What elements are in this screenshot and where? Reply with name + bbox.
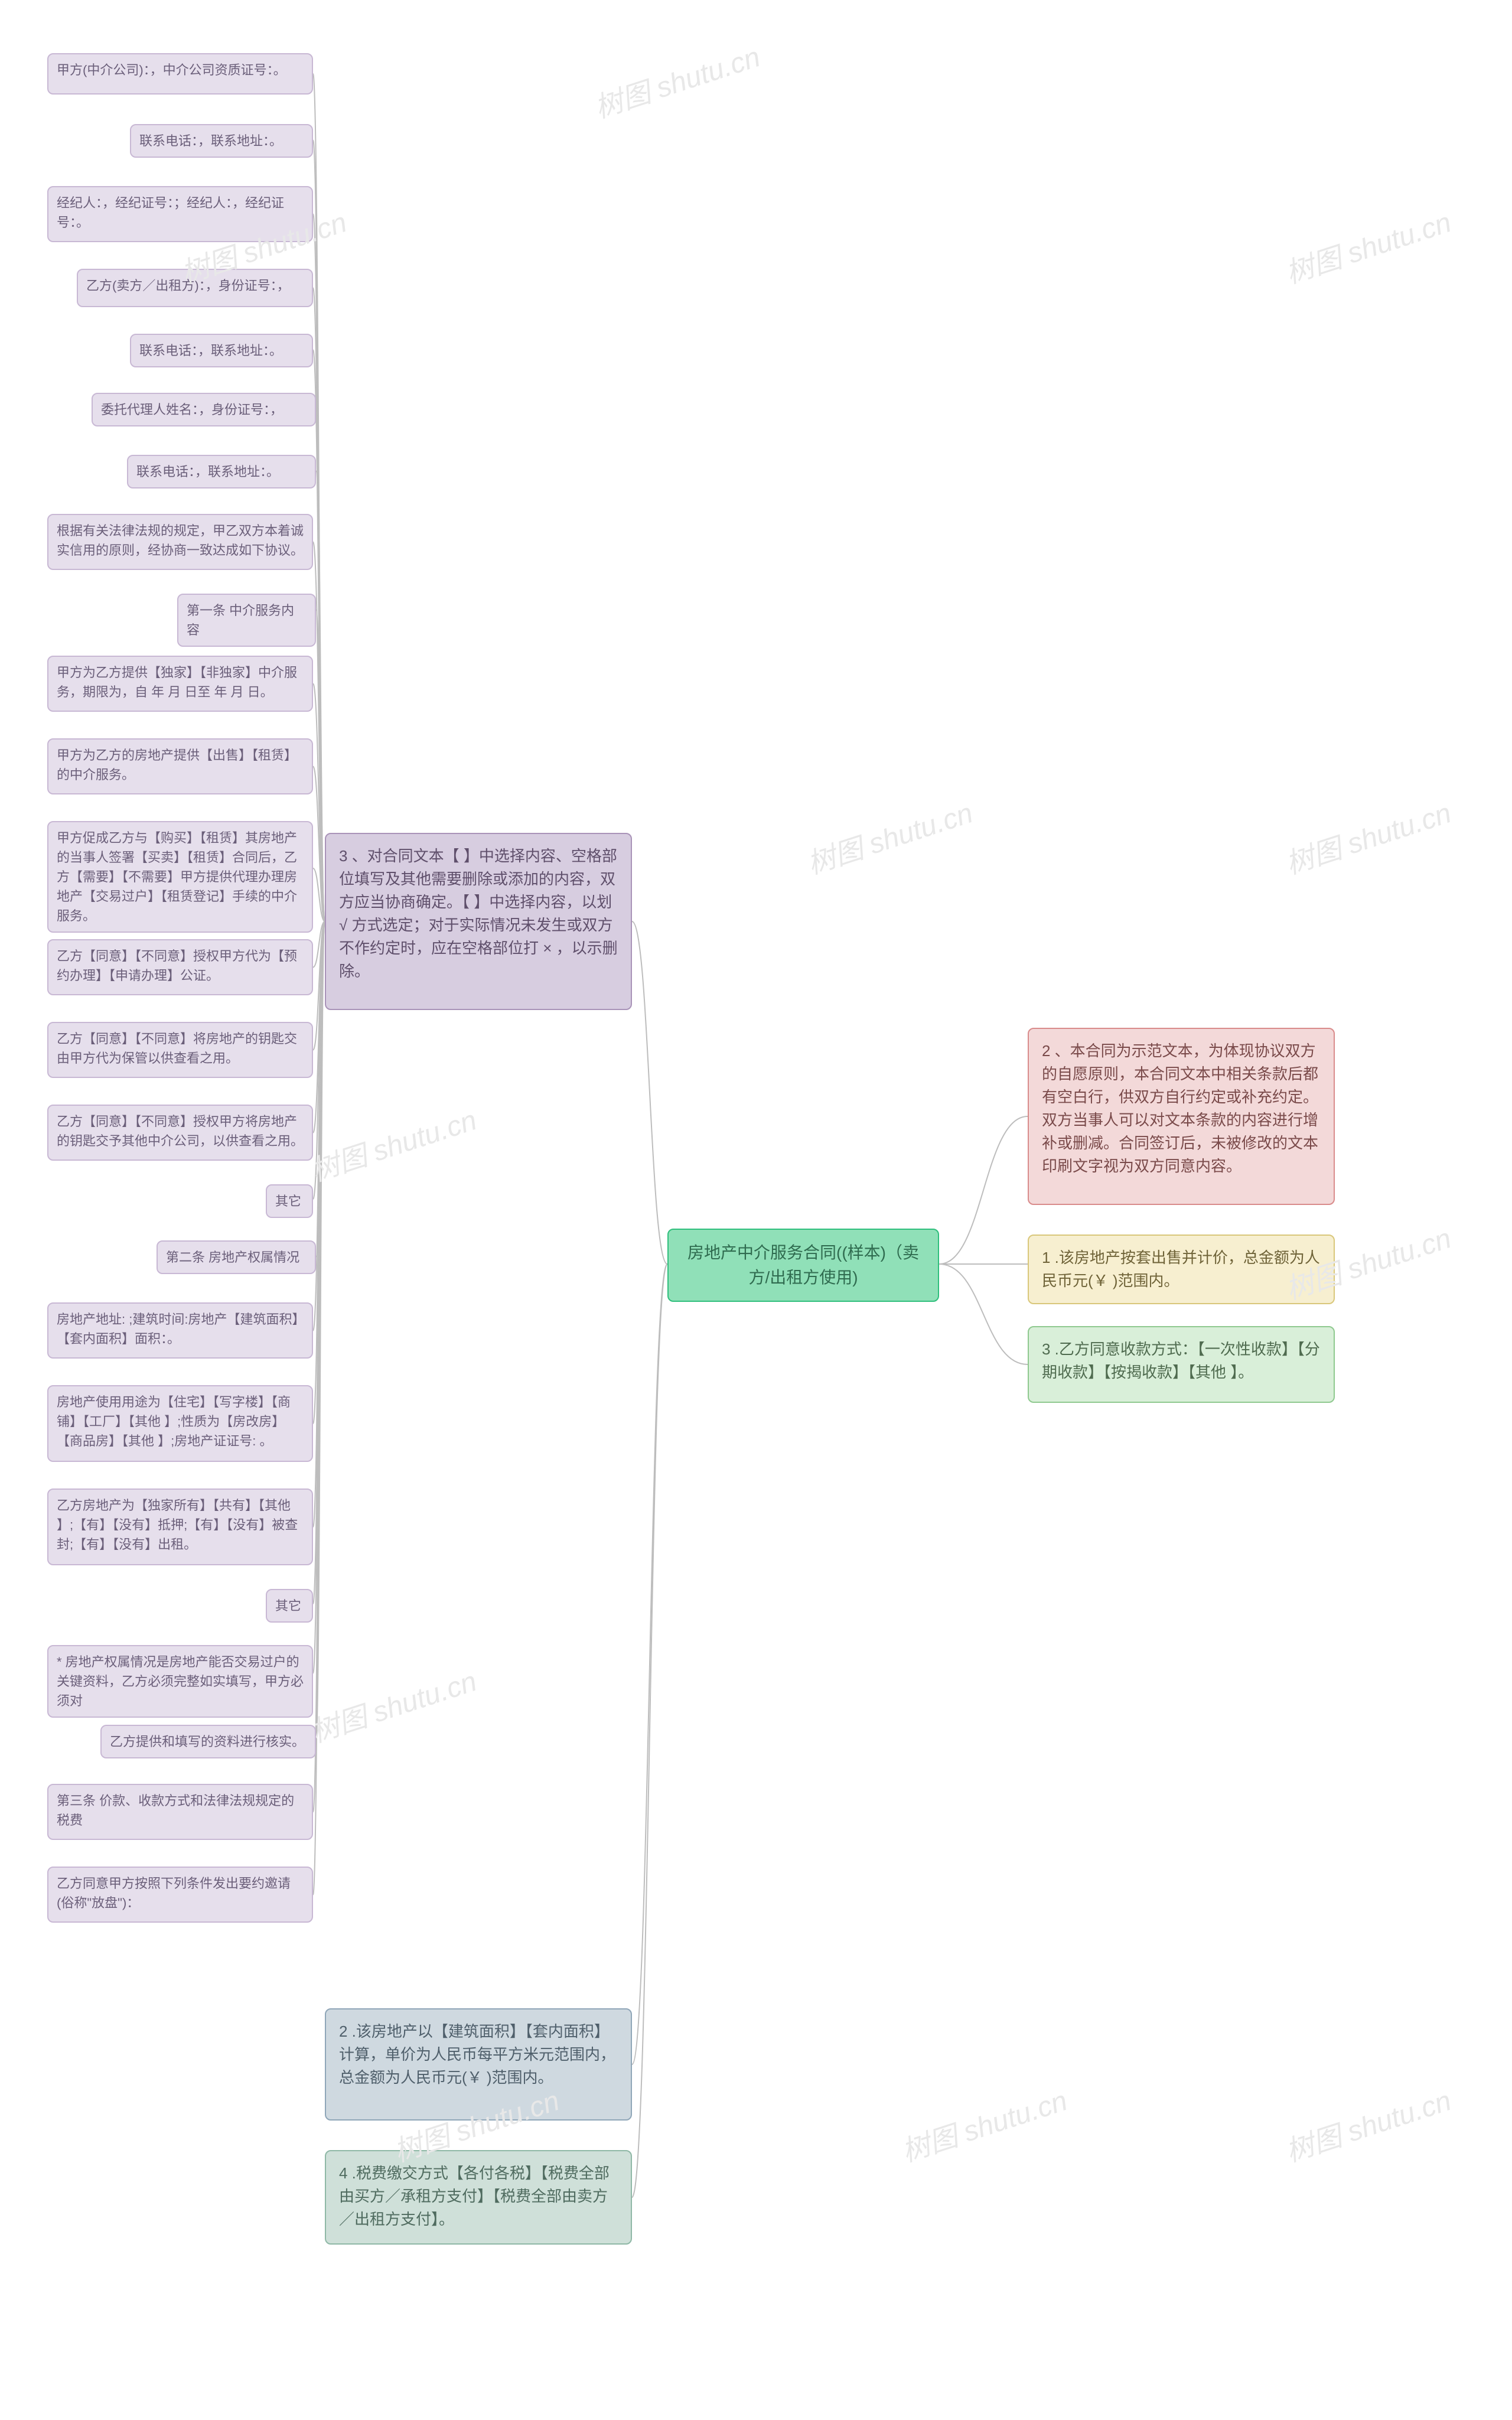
leaf-node: 甲方为乙方的房地产提供【出售】【租赁】的中介服务。 — [47, 738, 313, 794]
root-node: 房地产中介服务合同((样本)（卖方/出租方使用) — [667, 1229, 939, 1302]
leaf-node: 房地产地址: ;建筑时间:房地产【建筑面积】【套内面积】面积：。 — [47, 1302, 313, 1359]
leaf-node: 甲方为乙方提供【独家】【非独家】中介服务，期限为，自 年 月 日至 年 月 日。 — [47, 656, 313, 712]
right-child-node: 2 、本合同为示范文本，为体现协议双方的自愿原则，本合同文本中相关条款后都有空白… — [1028, 1028, 1335, 1205]
leaf-node: 乙方房地产为【独家所有】【共有】【其他 】;【有】【没有】抵押;【有】【没有】被… — [47, 1489, 313, 1565]
right-child-node: 3 .乙方同意收款方式：【一次性收款】【分期收款】【按揭收款】【其他 】。 — [1028, 1326, 1335, 1403]
left-child-node: 4 .税费缴交方式【各付各税】【税费全部由买方／承租方支付】【税费全部由卖方／出… — [325, 2150, 632, 2245]
watermark-text: 树图 shutu.cn — [305, 1097, 481, 1189]
leaf-node: 第三条 价款、收款方式和法律法规规定的税费 — [47, 1784, 313, 1840]
watermark-text: 树图 shutu.cn — [1279, 199, 1455, 291]
left-child-node: 3 、对合同文本【 】中选择内容、空格部位填写及其他需要删除或添加的内容，双方应… — [325, 833, 632, 1010]
leaf-node: 其它 — [266, 1589, 313, 1623]
leaf-node: 乙方(卖方／出租方)：，身份证号：， — [77, 269, 313, 307]
leaf-node: 第一条 中介服务内容 — [177, 594, 316, 647]
watermark-text: 树图 shutu.cn — [895, 2077, 1071, 2170]
leaf-node: 乙方同意甲方按照下列条件发出要约邀请(俗称"放盘")： — [47, 1867, 313, 1923]
watermark-text: 树图 shutu.cn — [305, 1658, 481, 1750]
leaf-node: 经纪人：，经纪证号：；经纪人：，经纪证号：。 — [47, 186, 313, 242]
leaf-node: 乙方【同意】【不同意】授权甲方将房地产的钥匙交予其他中介公司，以供查看之用。 — [47, 1105, 313, 1161]
leaf-node: 联系电话：，联系地址：。 — [130, 124, 313, 158]
leaf-node: 乙方提供和填写的资料进行核实。 — [100, 1725, 316, 1758]
leaf-node: 根据有关法律法规的规定，甲乙双方本着诚实信用的原则，经协商一致达成如下协议。 — [47, 514, 313, 570]
leaf-node: 甲方促成乙方与【购买】【租赁】其房地产的当事人签署【买卖】【租赁】合同后，乙方【… — [47, 821, 313, 933]
watermark-text: 树图 shutu.cn — [588, 34, 764, 126]
leaf-node: 乙方【同意】【不同意】将房地产的钥匙交由甲方代为保管以供查看之用。 — [47, 1022, 313, 1078]
watermark-text: 树图 shutu.cn — [801, 790, 977, 882]
leaf-node: 乙方【同意】【不同意】授权甲方代为【预约办理】【申请办理】公证。 — [47, 939, 313, 995]
right-child-node: 1 .该房地产按套出售并计价，总金额为人民币元(￥ )范围内。 — [1028, 1235, 1335, 1304]
leaf-node: 委托代理人姓名：，身份证号：， — [92, 393, 316, 426]
leaf-node: 联系电话：，联系地址：。 — [127, 455, 316, 488]
left-child-node: 2 .该房地产以【建筑面积】【套内面积】计算，单价为人民币每平方米元范围内，总金… — [325, 2008, 632, 2121]
watermark-text: 树图 shutu.cn — [1279, 790, 1455, 882]
leaf-node: 房地产使用用途为【住宅】【写字楼】【商铺】【工厂】【其他 】;性质为【房改房】【… — [47, 1385, 313, 1462]
leaf-node: 甲方(中介公司)：，中介公司资质证号：。 — [47, 53, 313, 95]
leaf-node: 第二条 房地产权属情况 — [157, 1240, 316, 1274]
leaf-node: * 房地产权属情况是房地产能否交易过户的关键资料，乙方必须完整如实填写，甲方必须… — [47, 1645, 313, 1718]
leaf-node: 联系电话：，联系地址：。 — [130, 334, 313, 367]
leaf-node: 其它 — [266, 1184, 313, 1218]
watermark-text: 树图 shutu.cn — [1279, 2077, 1455, 2170]
